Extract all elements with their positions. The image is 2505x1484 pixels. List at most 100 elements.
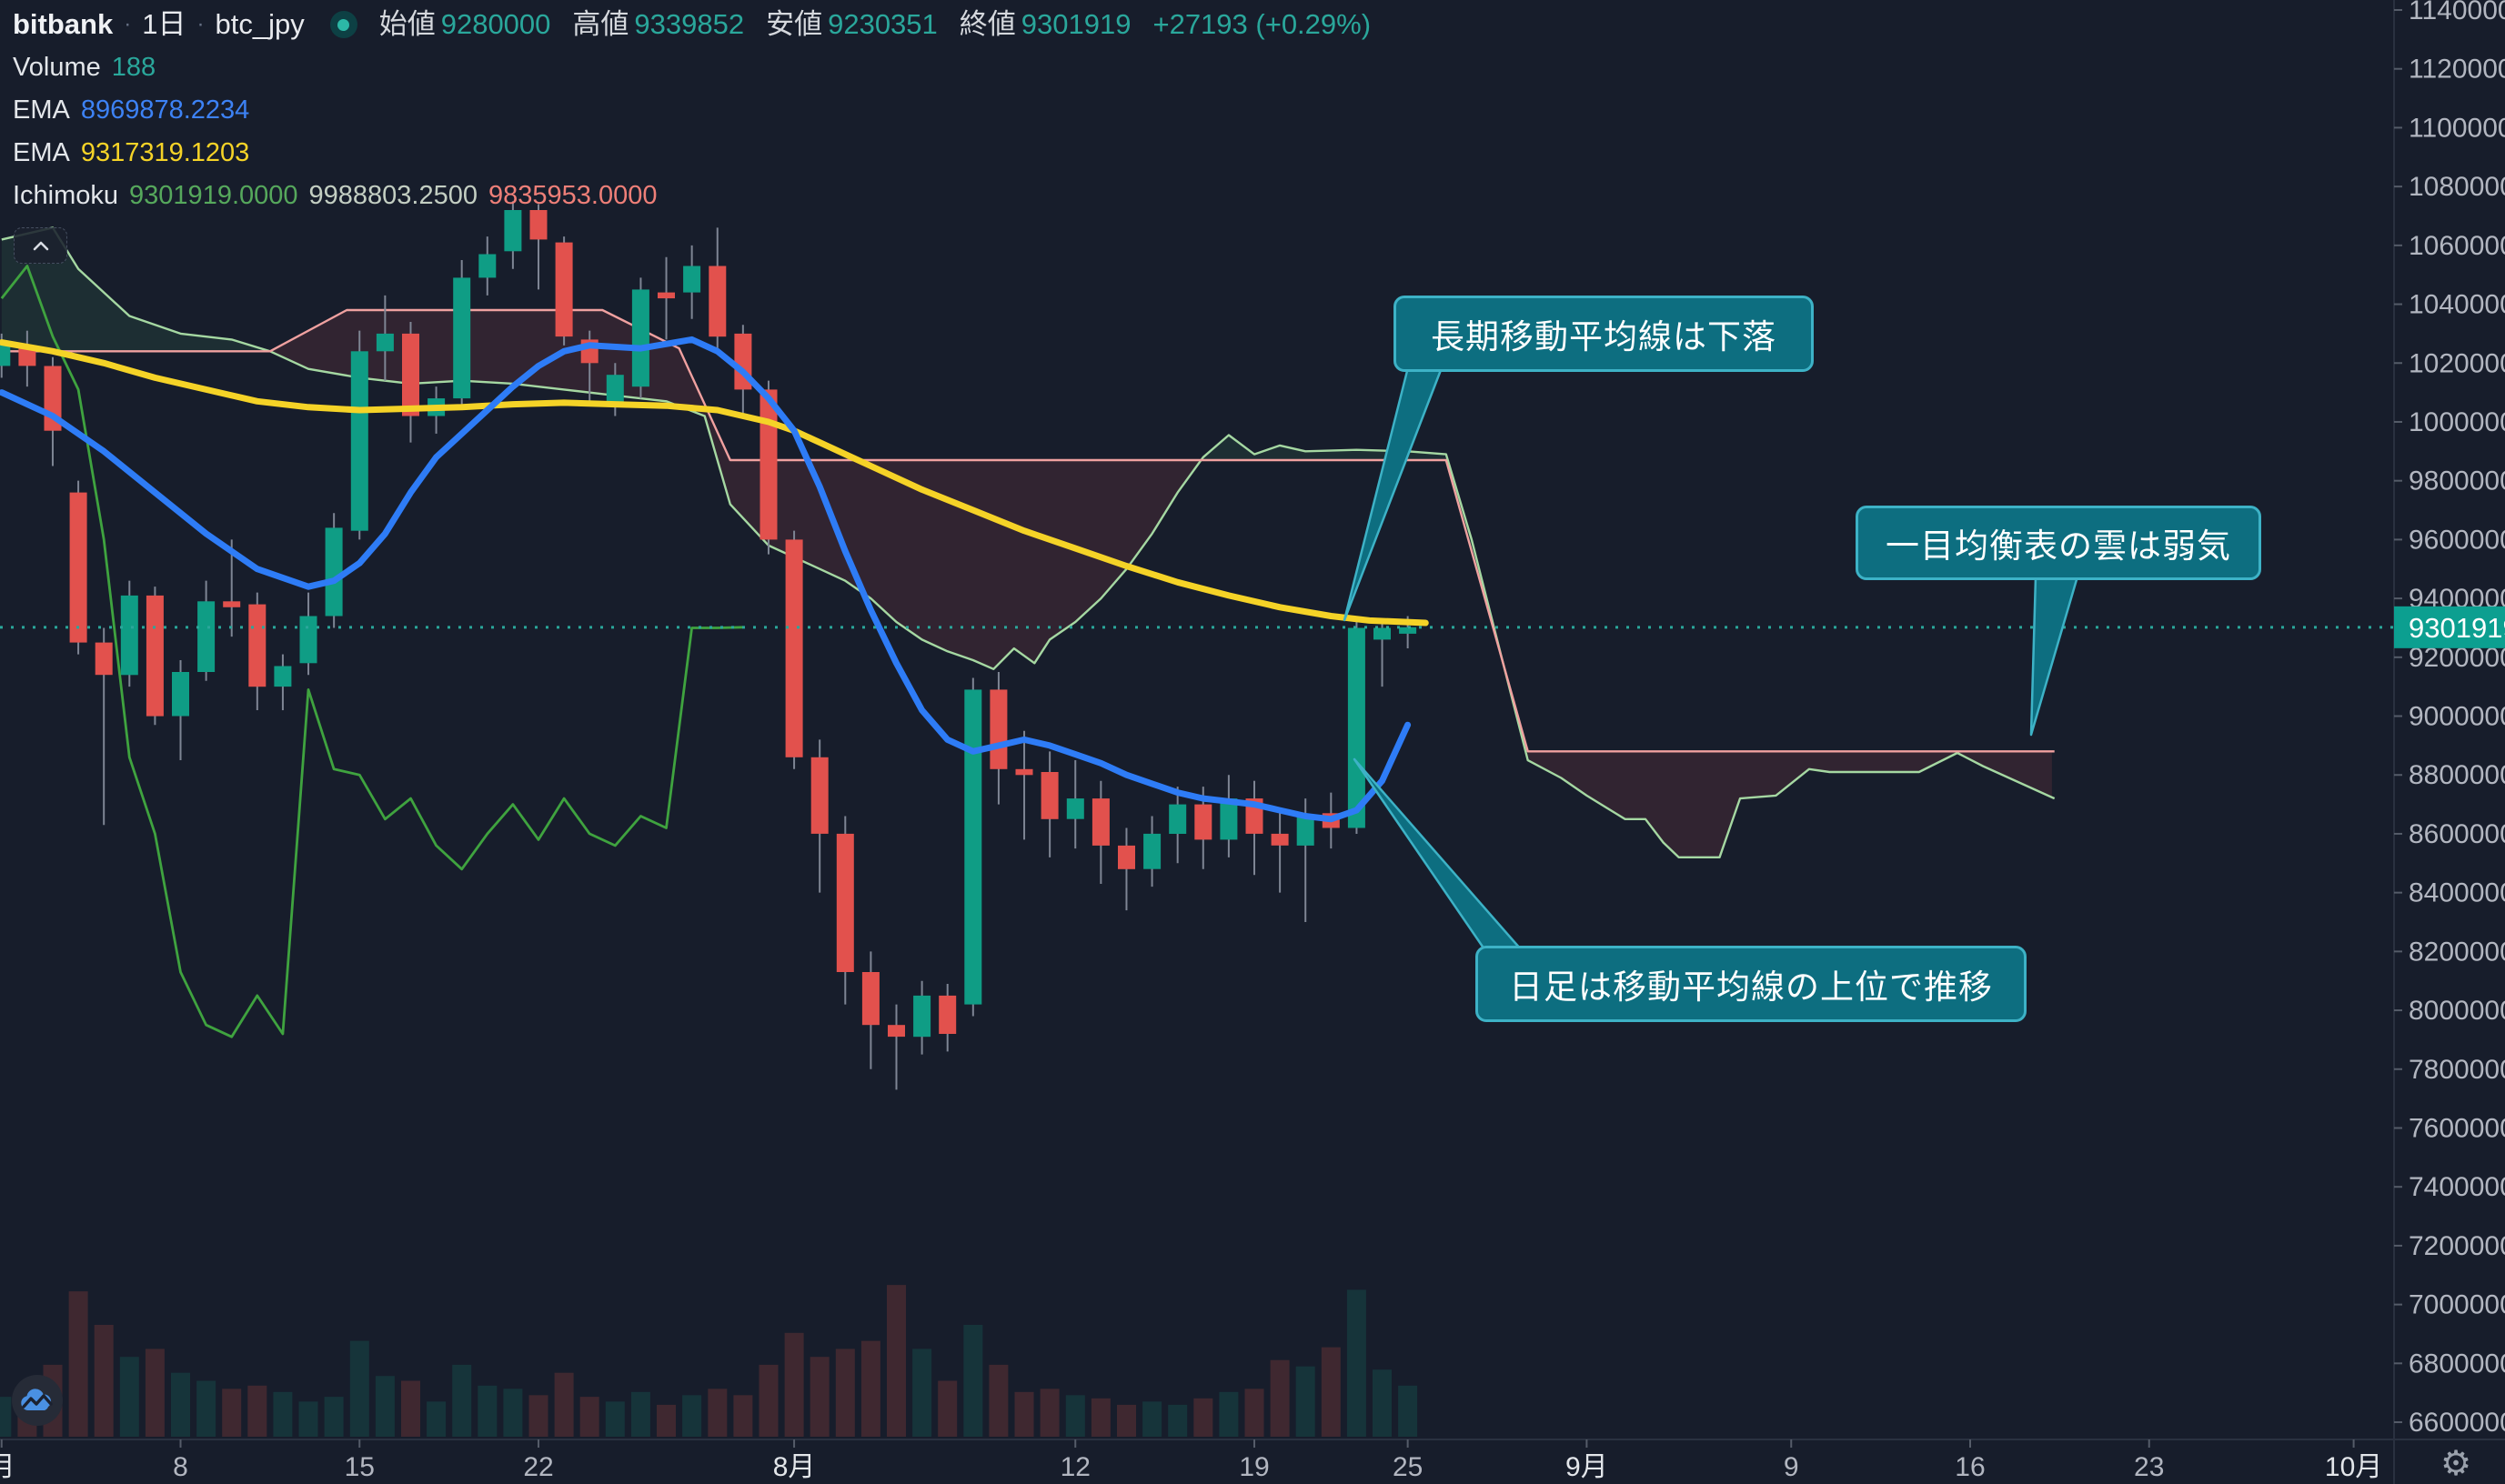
volume-bar xyxy=(1219,1391,1239,1437)
price-axis[interactable]: 11400000 11200000 11000000 10800000 10600000… xyxy=(2394,0,2505,1438)
volume-bar xyxy=(1346,1289,1366,1437)
candle xyxy=(1118,845,1135,869)
ema-fast-label[interactable]: EMA xyxy=(13,95,70,125)
volume-bar xyxy=(963,1325,983,1437)
annotation-above-ma[interactable]: 日足は移動平均線の上位で推移 xyxy=(1475,946,2027,1022)
price-tick-label: 9000000 xyxy=(2409,702,2505,732)
open-value: 始値 9280000 xyxy=(378,8,551,40)
cloud-chart-logo-button[interactable] xyxy=(12,1375,63,1426)
volume-bar xyxy=(349,1340,369,1437)
time-tick-label: 8 xyxy=(173,1452,188,1482)
candle xyxy=(120,595,138,676)
volume-bar xyxy=(452,1364,472,1437)
candle xyxy=(1092,798,1110,846)
current-price-label xyxy=(2394,606,2505,648)
live-status-icon xyxy=(329,11,357,39)
price-tick-label: 10200000 xyxy=(2409,348,2505,378)
volume-bar xyxy=(554,1372,574,1437)
volume-bar xyxy=(119,1357,139,1437)
price-tick-label: 6600000 xyxy=(2409,1408,2505,1438)
high-value: 高値 9339852 xyxy=(572,8,745,40)
candle xyxy=(453,277,471,399)
ema-fast-line xyxy=(0,336,1412,823)
time-axis[interactable]: 月 8 15 22 8月 12 19 25 9月 9 16 23 10月 xyxy=(0,1439,2382,1482)
volume-bar xyxy=(273,1391,293,1437)
ichimoku-value-2: 9988803.2500 xyxy=(308,180,478,210)
price-tick-label: 7600000 xyxy=(2409,1113,2505,1143)
candle xyxy=(964,689,982,1005)
candle xyxy=(274,666,292,687)
candle xyxy=(1347,627,1365,828)
candle xyxy=(861,972,880,1026)
annotation-tail xyxy=(1353,757,1523,951)
volume-bar xyxy=(1373,1369,1392,1437)
candle xyxy=(299,616,317,664)
volume-bar xyxy=(478,1385,498,1437)
volume-bar xyxy=(784,1332,804,1437)
volume-bar xyxy=(1244,1389,1264,1437)
ichimoku-label[interactable]: Ichimoku xyxy=(13,180,119,210)
candle xyxy=(836,833,854,972)
candle xyxy=(888,1025,905,1038)
time-tick-label: 25 xyxy=(1393,1452,1423,1482)
ichimoku-value-1: 9301919.0000 xyxy=(129,180,298,210)
interval-button[interactable]: 1日 xyxy=(142,8,186,40)
chikou-line xyxy=(0,265,743,1038)
volume-label[interactable]: Volume xyxy=(13,53,101,83)
low-value: 安値 9230351 xyxy=(766,8,938,40)
volume-bar xyxy=(605,1401,625,1437)
volume-bar xyxy=(759,1364,779,1437)
volume-bar xyxy=(324,1397,344,1437)
price-tick-label: 7000000 xyxy=(2409,1290,2505,1320)
candle xyxy=(1143,833,1162,869)
ichimoku-cloud-fill xyxy=(269,310,1201,669)
price-tick-label: 10400000 xyxy=(2409,290,2505,320)
annotation-ema-downtrend[interactable]: 長期移動平均線は下落 xyxy=(1393,296,1814,372)
candle xyxy=(1169,804,1187,834)
volume-bar xyxy=(503,1389,523,1437)
volume-bar xyxy=(887,1285,906,1437)
ema-slow-value: 9317319.1203 xyxy=(80,137,250,167)
pair-name[interactable]: btc_jpy xyxy=(215,8,305,40)
annotation-cloud-bearish[interactable]: 一目均衡表の雲は弱気 xyxy=(1856,506,2261,580)
volume-bar xyxy=(630,1391,650,1437)
close-value: 終値 9301919 xyxy=(959,8,1132,40)
current-price-label-text: 9301919 xyxy=(2409,612,2505,644)
volume-bar xyxy=(375,1376,395,1437)
annotation-tail xyxy=(2029,575,2079,737)
ema-fast-legend-row: EMA 8969878.2234 xyxy=(13,95,1371,125)
volume-bar xyxy=(912,1349,932,1437)
candle xyxy=(69,492,87,643)
candle xyxy=(1373,627,1391,640)
volume-bar xyxy=(835,1349,855,1437)
candle xyxy=(325,527,343,617)
volume-legend-row: Volume 188 xyxy=(13,53,1371,83)
candle xyxy=(1194,804,1212,840)
ichimoku-value-3: 9835953.0000 xyxy=(488,180,658,210)
candle xyxy=(0,345,11,366)
volume-bar xyxy=(1193,1398,1213,1437)
ema-slow-label[interactable]: EMA xyxy=(13,137,70,167)
symbol-row: bitbank · 1日 · btc_jpy 始値 9280000 高値 93398… xyxy=(13,8,1371,40)
price-tick-label: 7800000 xyxy=(2409,1055,2505,1085)
ema-fast-value: 8969878.2234 xyxy=(80,95,250,125)
volume-bar xyxy=(1398,1385,1418,1437)
price-tick-label: 9800000 xyxy=(2409,466,2505,496)
volume-bar xyxy=(1065,1395,1085,1437)
candle xyxy=(402,333,419,416)
volume-bar xyxy=(1168,1404,1188,1437)
volume-bar xyxy=(1040,1389,1060,1437)
symbol-name[interactable]: bitbank xyxy=(13,8,114,40)
collapse-legend-button[interactable] xyxy=(14,227,67,264)
candle xyxy=(810,757,829,834)
price-tick-label: 7400000 xyxy=(2409,1172,2505,1202)
volume-bar xyxy=(196,1380,216,1437)
volume-bar xyxy=(989,1364,1009,1437)
candle xyxy=(785,539,803,757)
price-tick-label: 11200000 xyxy=(2409,55,2505,85)
axis-settings-button[interactable]: ⚙ xyxy=(2434,1444,2478,1483)
time-tick-label: 15 xyxy=(345,1452,375,1482)
candle xyxy=(172,672,189,717)
ema-slow-legend-row: EMA 9317319.1203 xyxy=(13,137,1371,168)
